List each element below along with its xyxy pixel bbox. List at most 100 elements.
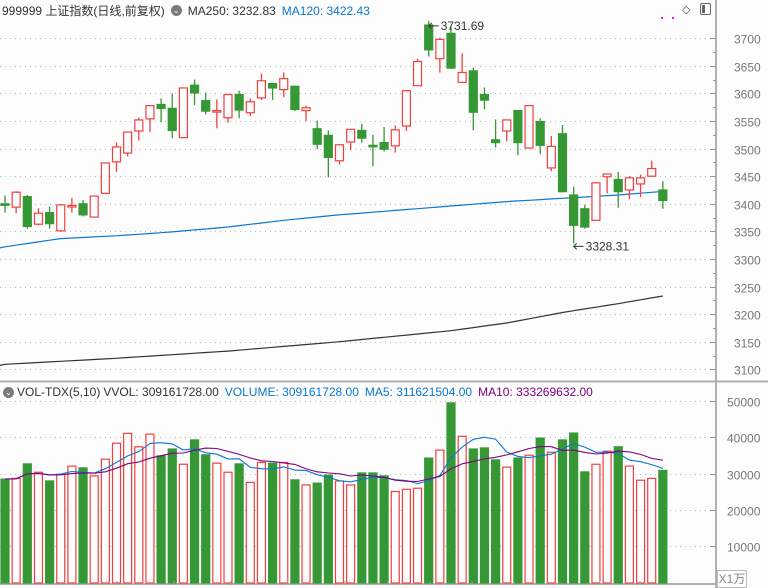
- candle-body: [513, 109, 523, 144]
- volume-panel-header: ⌄ VOL-TDX(5,10) VVOL: 309161728.00 VOLUM…: [3, 385, 593, 399]
- candle: [524, 105, 534, 149]
- candle-body: [401, 90, 411, 127]
- volume-bar: [602, 450, 612, 584]
- candle: [156, 98, 166, 123]
- marker-dot: [661, 17, 663, 19]
- chevron-down-icon[interactable]: ⌄: [170, 5, 182, 16]
- volume-bar: [56, 473, 66, 584]
- candle: [301, 105, 311, 122]
- volume-bar: [145, 433, 155, 584]
- candle: [513, 109, 523, 156]
- candle: [357, 123, 367, 143]
- symbol-title: 999999 上证指数(日线,前复权): [2, 4, 165, 18]
- volume-tick-label: 10000: [727, 541, 761, 555]
- candle-body: [624, 177, 635, 191]
- candle: [613, 171, 623, 208]
- candle: [468, 67, 478, 131]
- volume-bar: [468, 448, 478, 584]
- candle: [134, 117, 144, 141]
- candle-body: [189, 84, 200, 94]
- volume-bar: [0, 478, 10, 584]
- volume-bar: [100, 458, 110, 584]
- candle: [624, 176, 635, 200]
- volume-bar: [424, 457, 434, 584]
- volume-bar: [635, 479, 646, 584]
- price-tick-label: 3250: [734, 282, 761, 296]
- candle-body: [502, 119, 512, 132]
- volume-bar: [401, 488, 411, 584]
- candle: [22, 194, 32, 229]
- ma250-label: MA250: 3232.83: [187, 3, 276, 18]
- candle-body: [78, 203, 88, 216]
- candle-body: [424, 24, 434, 51]
- candle-body: [390, 129, 400, 147]
- candle-body: [569, 194, 579, 226]
- candle-body: [44, 212, 55, 225]
- candle: [346, 128, 356, 151]
- candle-body: [167, 107, 177, 132]
- candle: [557, 124, 568, 193]
- volume-bar: [178, 463, 188, 584]
- price-panel-header: 999999 上证指数(日线,前复权) ⌄ MA250: 3232.83 MA1…: [2, 2, 370, 19]
- candle: [535, 118, 545, 155]
- volume-tick-label: 40000: [727, 432, 761, 446]
- volume-bar: [435, 449, 445, 584]
- volume-bar: [491, 459, 501, 584]
- candle-body: [123, 131, 133, 154]
- candle-body: [89, 195, 99, 218]
- volume-bar: [546, 451, 556, 584]
- volume-bar: [479, 447, 490, 584]
- annotation-arrow: [428, 22, 439, 30]
- candle: [424, 20, 434, 57]
- candle-body: [580, 208, 590, 228]
- candle-body: [279, 77, 289, 91]
- candle-body: [212, 109, 222, 113]
- volume-bar: [357, 472, 367, 584]
- price-tick-label: 3100: [734, 364, 761, 378]
- volume-bar: [535, 437, 545, 584]
- candle-body: [301, 107, 311, 112]
- volume-bar: [379, 475, 389, 584]
- volume-bar: [557, 439, 568, 584]
- candle-body: [111, 146, 122, 163]
- candle: [178, 87, 188, 139]
- volume-bar: [569, 432, 579, 584]
- candle-body: [0, 203, 10, 206]
- candle-body: [290, 85, 300, 111]
- candle-body: [479, 93, 490, 101]
- candle: [658, 181, 668, 209]
- volume-bar: [312, 482, 322, 584]
- price-tick-label: 3500: [734, 144, 761, 158]
- price-tick-label: 3150: [734, 337, 761, 351]
- candle: [223, 93, 233, 123]
- volume-bar: [524, 454, 534, 584]
- candle: [201, 92, 211, 115]
- volume-bar: [67, 465, 77, 584]
- candle: [569, 186, 579, 244]
- candle: [167, 93, 177, 139]
- candle: [33, 208, 44, 226]
- chevron-down-icon[interactable]: ⌄: [3, 386, 14, 398]
- diamond-icon[interactable]: ◇: [682, 4, 691, 16]
- candle-body: [546, 145, 556, 169]
- ma10-label: MA10: 333269632.00: [478, 385, 593, 399]
- candle-body: [491, 139, 501, 144]
- volume-bar: [44, 480, 55, 584]
- candle: [446, 26, 456, 69]
- candle-body: [435, 38, 445, 60]
- candle: [401, 90, 411, 131]
- candle: [245, 98, 255, 117]
- candle-body: [201, 100, 211, 112]
- candle-body: [268, 82, 278, 89]
- candle: [479, 87, 490, 110]
- marker-dot: [672, 17, 674, 19]
- volume-tick-label: 20000: [727, 505, 761, 519]
- panel-toggle-icon[interactable]: [700, 3, 711, 15]
- volume-bar: [11, 477, 21, 584]
- candle-body: [412, 60, 423, 87]
- candle-body: [446, 32, 456, 69]
- candle-body: [535, 121, 545, 146]
- candle-body: [635, 177, 646, 185]
- candle-body: [334, 144, 345, 162]
